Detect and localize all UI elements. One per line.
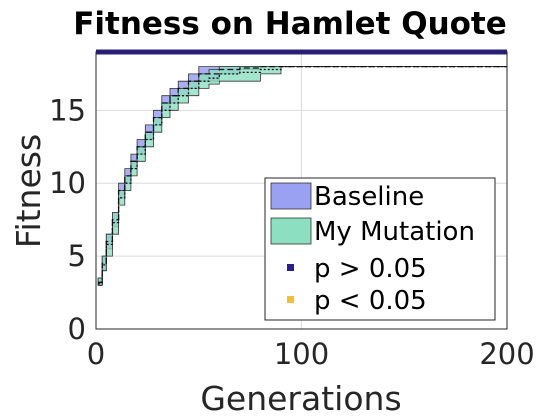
legend-swatch-baseline <box>271 183 311 209</box>
y-tick-label-3: 15 <box>49 93 86 127</box>
legend-swatch-p-0-05 <box>287 264 294 271</box>
x-tick-label-2: 200 <box>479 337 534 371</box>
y-tick-label-0: 0 <box>68 312 86 346</box>
chart-title: Fitness on Hamlet Quote <box>73 6 507 42</box>
x-tick-label-1: 100 <box>274 337 329 371</box>
legend-label-p-0-05: p < 0.05 <box>314 286 427 316</box>
legend-label-my-mutation: My Mutation <box>314 217 475 247</box>
legend: Baseline My Mutation p > 0.05p < 0.05 <box>265 178 495 320</box>
x-tick-label-0: 0 <box>87 337 105 371</box>
legend-label-baseline: Baseline <box>314 182 424 212</box>
y-axis-label: Fitness <box>9 134 48 248</box>
legend-swatch-my-mutation <box>271 218 311 244</box>
x-axis-label: Generations <box>200 379 401 418</box>
legend-swatch-p-0-05 <box>287 296 294 303</box>
x-tick-labels: 0 100 200 <box>87 337 535 371</box>
y-tick-label-1: 5 <box>68 239 86 273</box>
y-tick-label-2: 10 <box>49 166 86 200</box>
legend-label-p-0-05: p > 0.05 <box>314 254 427 284</box>
y-tick-labels: 0 5 10 15 <box>49 93 86 346</box>
